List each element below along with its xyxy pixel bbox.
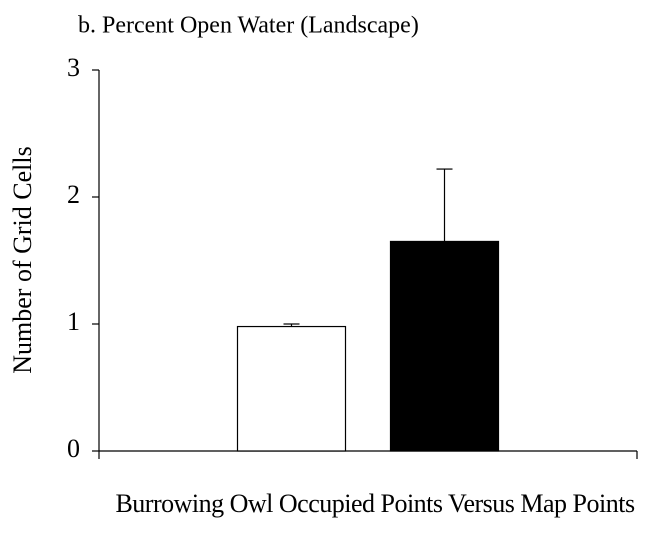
y-tick-label: 2: [67, 180, 80, 209]
bar: [236, 325, 347, 452]
bar: [389, 240, 500, 452]
x-axis-label: Burrowing Owl Occupied Points Versus Map…: [115, 489, 635, 518]
y-tick-label: 1: [67, 307, 80, 336]
chart-title: b. Percent Open Water (Landscape): [78, 13, 419, 39]
y-tick-label: 3: [67, 53, 80, 82]
y-tick-label: 0: [67, 434, 80, 463]
y-axis-label: Number of Grid Cells: [8, 146, 37, 373]
